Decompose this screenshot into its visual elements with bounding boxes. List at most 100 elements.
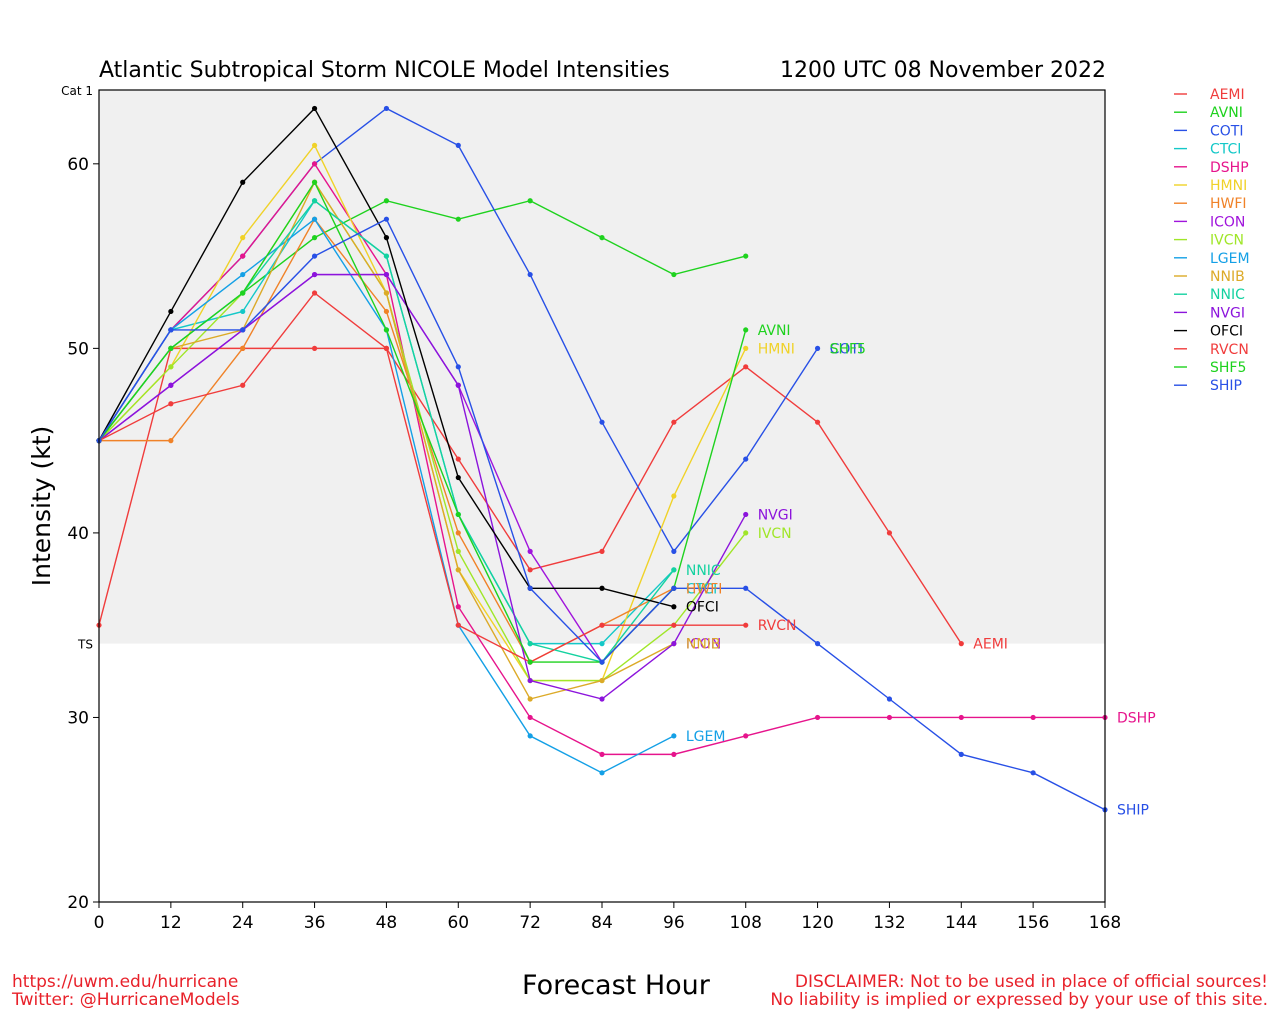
x-tick-label: 0 xyxy=(94,913,105,933)
point-aemi xyxy=(886,530,893,536)
x-tick-label: 108 xyxy=(729,913,761,933)
point-coti xyxy=(455,142,461,148)
point-avni xyxy=(599,235,605,241)
point-hwfi xyxy=(240,345,246,351)
footer-credits: https://uwm.edu/hurricane Twitter: @Hurr… xyxy=(12,973,240,1009)
y-tick-label: 60 xyxy=(67,155,89,175)
disclaimer-line-2: No liability is implied or expressed by … xyxy=(770,990,1268,1010)
point-hmni xyxy=(311,142,318,148)
point-ship xyxy=(814,641,821,647)
point-dshp xyxy=(743,733,749,739)
legend-label-avni: AVNI xyxy=(1210,105,1243,121)
legend-label-rvcn: RVCN xyxy=(1210,342,1249,358)
y-axis-label: Intensity (kt) xyxy=(27,426,56,587)
footer-twitter[interactable]: Twitter: @HurricaneModels xyxy=(12,990,240,1010)
point-nnib xyxy=(527,696,533,702)
band-label: Cat 1 xyxy=(61,84,93,98)
end-label-hmni: HMNI xyxy=(758,341,795,357)
point-ofci xyxy=(383,235,390,241)
point-rvcn xyxy=(311,290,318,296)
y-tick-label: 50 xyxy=(67,339,89,359)
point-nvgi xyxy=(743,511,749,518)
legend-label-ofci: OFCI xyxy=(1210,324,1243,340)
point-ship xyxy=(886,696,893,702)
point-ofci xyxy=(599,585,605,591)
point-coti xyxy=(527,271,533,278)
point-avni xyxy=(311,235,318,241)
point-ctci xyxy=(599,641,605,647)
footer-disclaimer: DISCLAIMER: Not to be used in place of o… xyxy=(770,973,1268,1009)
legend-label-ivcn: IVCN xyxy=(1210,233,1244,249)
x-tick-label: 36 xyxy=(304,913,326,933)
end-label-nvgi: NVGI xyxy=(758,507,793,523)
point-aemi xyxy=(599,548,605,554)
point-dshp xyxy=(886,714,893,721)
x-tick-label: 24 xyxy=(232,913,254,933)
point-nvgi xyxy=(599,696,605,702)
point-ship xyxy=(527,585,533,591)
point-shf5 xyxy=(168,345,174,351)
point-nnic xyxy=(311,198,318,204)
point-aemi xyxy=(743,364,749,370)
point-dshp xyxy=(671,751,677,757)
point-ship xyxy=(599,659,605,665)
point-hwfi xyxy=(168,438,174,444)
point-ship xyxy=(671,585,677,591)
end-label-ofci: OFCI xyxy=(686,600,719,616)
x-tick-label: 84 xyxy=(591,913,613,933)
point-shf5 xyxy=(383,327,390,333)
point-avni xyxy=(455,216,461,222)
point-ship xyxy=(958,751,964,757)
y-tick-label: 30 xyxy=(67,708,89,728)
legend-label-hmni: HMNI xyxy=(1210,178,1247,194)
point-dshp xyxy=(455,604,461,610)
point-lgem xyxy=(599,770,605,776)
point-nvgi xyxy=(383,271,390,278)
point-hmni xyxy=(743,345,749,351)
point-nnic xyxy=(671,567,677,573)
legend-label-dshp: DSHP xyxy=(1210,160,1249,176)
point-rvcn xyxy=(168,401,174,407)
end-label-icon: ICON xyxy=(686,637,721,653)
point-rvcn xyxy=(599,622,605,628)
point-nvgi xyxy=(527,677,533,684)
y-tick-label: 20 xyxy=(67,893,89,913)
legend-label-nnic: NNIC xyxy=(1210,287,1245,303)
point-lgem xyxy=(671,733,677,739)
point-ofci xyxy=(311,105,318,112)
series-line-nvgi xyxy=(98,273,747,700)
point-shf5 xyxy=(240,290,246,296)
point-aemi xyxy=(455,456,461,462)
x-tick-label: 168 xyxy=(1089,913,1121,933)
end-label-hwfi: HWFI xyxy=(686,581,723,597)
point-hmni xyxy=(671,493,677,499)
point-rvcn xyxy=(671,622,677,628)
point-dshp xyxy=(1030,714,1036,721)
legend-label-shf5: SHF5 xyxy=(1210,360,1246,376)
end-label-lgem: LGEM xyxy=(686,729,726,745)
point-dshp xyxy=(311,161,318,167)
chart-title: Atlantic Subtropical Storm NICOLE Model … xyxy=(99,58,670,83)
point-ivcn xyxy=(743,530,749,536)
x-tick-label: 156 xyxy=(1017,913,1049,933)
point-ofci xyxy=(168,308,174,315)
point-coti xyxy=(814,345,821,351)
point-ship xyxy=(240,327,246,333)
point-coti xyxy=(671,548,677,554)
legend-label-ctci: CTCI xyxy=(1210,142,1241,158)
point-hwfi xyxy=(383,308,390,315)
point-nnib xyxy=(455,567,461,573)
end-label-nnib: NNIB xyxy=(686,637,721,653)
footer-url[interactable]: https://uwm.edu/hurricane xyxy=(12,972,239,992)
x-tick-label: 120 xyxy=(801,913,833,933)
x-tick-label: 144 xyxy=(945,913,977,933)
point-lgem xyxy=(527,733,533,739)
x-tick-label: 132 xyxy=(873,913,905,933)
x-tick-label: 96 xyxy=(663,913,685,933)
band-ts xyxy=(99,90,1105,644)
point-icon xyxy=(527,548,533,554)
point-ship xyxy=(455,364,461,370)
end-label-dshp: DSHP xyxy=(1117,710,1156,726)
point-lgem xyxy=(240,271,246,278)
